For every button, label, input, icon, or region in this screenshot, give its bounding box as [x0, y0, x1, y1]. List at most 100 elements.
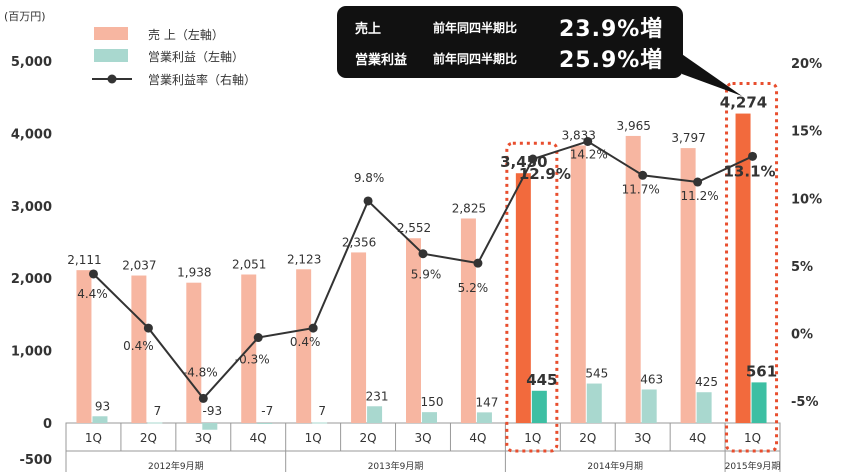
y-left-tick-label: 2,000 — [11, 272, 52, 287]
profit-bar — [147, 422, 163, 424]
callout-profit-label: 営業利益 — [355, 52, 408, 68]
legend-margin-label: 営業利益率（右軸） — [148, 72, 256, 87]
quarter-label: 1Q — [744, 431, 761, 445]
sales-bar — [515, 173, 531, 423]
margin-point — [88, 269, 98, 279]
quarter-label: 4Q — [469, 431, 486, 445]
margin-value-label: 12.9% — [519, 165, 571, 183]
sales-value-label: 3,797 — [671, 131, 705, 145]
profit-bar — [531, 390, 547, 423]
profit-value-label: 445 — [526, 371, 557, 389]
sales-value-label: 3,450 — [500, 153, 547, 171]
quarter-label: 3Q — [634, 431, 651, 445]
margin-value-label: 13.1% — [724, 162, 776, 180]
callout-sales-compare: 前年同四半期比 — [433, 20, 518, 35]
margin-point — [638, 170, 648, 180]
profit-bar — [476, 412, 492, 423]
profit-bar — [696, 392, 712, 423]
margin-point — [583, 136, 593, 146]
sales-bar — [186, 282, 202, 423]
highlight-box — [725, 82, 779, 453]
margin-value-label: 5.9% — [411, 268, 442, 282]
y-right-tick-label: 20% — [791, 57, 822, 72]
y-left-tick-label: 4,000 — [11, 127, 52, 142]
margin-value-label: 0.4% — [290, 335, 321, 349]
margin-value-label: -4.8% — [183, 365, 218, 379]
sales-value-label: 3,833 — [562, 128, 596, 142]
sales-value-label: 2,356 — [342, 235, 376, 249]
margin-point — [418, 249, 428, 259]
quarter-label: 3Q — [195, 431, 212, 445]
y-right-tick-label: 10% — [791, 192, 822, 207]
quarter-label: 4Q — [250, 431, 267, 445]
profit-bar — [422, 412, 437, 423]
y-left-tick-label: -500 — [19, 453, 52, 468]
profit-value-label: 150 — [421, 395, 444, 409]
y-right-tick-label: 15% — [791, 125, 822, 140]
profit-value-label: 7 — [318, 404, 326, 418]
profit-value-label: 231 — [366, 389, 389, 403]
profit-value-label: 463 — [640, 372, 663, 386]
y-left-tick-label: 5,000 — [11, 55, 52, 70]
margin-point — [198, 393, 208, 403]
profit-value-label: -7 — [261, 404, 273, 418]
sales-value-label: 4,274 — [720, 94, 767, 112]
margin-point — [693, 177, 703, 187]
profit-value-label: 425 — [695, 375, 718, 389]
sales-value-label: 1,938 — [177, 266, 211, 280]
margin-point — [143, 323, 153, 333]
profit-bar — [202, 423, 218, 430]
margin-point — [363, 196, 373, 206]
margin-point — [528, 154, 538, 164]
callout-row-sales: 売上 前年同四半期比 23.9%増 — [355, 13, 671, 42]
legend-sales-swatch — [94, 27, 128, 40]
growth-callout: 売上 前年同四半期比 23.9%増 営業利益 前年同四半期比 25.9%増 — [337, 6, 683, 78]
period-label: 2012年9月期 — [148, 460, 204, 472]
margin-value-label: 11.2% — [681, 189, 719, 203]
legend-sales-label: 売 上（左軸） — [148, 27, 224, 42]
margin-point — [473, 258, 483, 268]
margin-value-label: 0.4% — [123, 339, 154, 353]
profit-value-label: -93 — [203, 404, 223, 418]
profit-value-label: 7 — [154, 404, 162, 418]
profit-bar — [312, 422, 328, 424]
sales-value-label: 2,123 — [287, 252, 321, 266]
profit-bar — [586, 383, 602, 423]
margin-point — [253, 333, 263, 343]
sales-bar — [625, 135, 641, 423]
sales-bar — [131, 275, 147, 423]
highlight-box — [505, 141, 559, 453]
callout-pointer — [676, 50, 742, 96]
profit-bar — [367, 406, 383, 423]
quarter-label: 1Q — [85, 431, 102, 445]
quarter-label: 3Q — [414, 431, 431, 445]
period-label: 2015年9月期 — [725, 460, 781, 472]
margin-value-label: 9.8% — [354, 171, 385, 185]
sales-value-label: 3,965 — [617, 119, 651, 133]
sales-bar — [680, 148, 696, 423]
callout-row-profit: 営業利益 前年同四半期比 25.9%増 — [355, 44, 671, 73]
sales-bar — [570, 145, 586, 424]
y-left-tick-label: 1,000 — [11, 345, 52, 360]
profit-bar — [92, 416, 108, 423]
quarter-label: 2Q — [360, 431, 377, 445]
profit-bar — [257, 423, 273, 424]
margin-value-label: 14.2% — [570, 147, 608, 161]
period-label: 2014年9月期 — [587, 460, 643, 472]
unit-label: (百万円) — [4, 10, 46, 23]
margin-value-label: 5.2% — [458, 281, 489, 295]
profit-value-label: 545 — [585, 367, 608, 381]
sales-bar — [351, 252, 367, 423]
sales-bar — [735, 113, 751, 423]
sales-value-label: 2,111 — [67, 253, 101, 267]
legend-profit-label: 営業利益（左軸） — [148, 49, 244, 64]
margin-value-label: 11.7% — [622, 182, 660, 196]
quarter-axis-band — [65, 422, 781, 452]
y-right-tick-label: 0% — [791, 328, 813, 343]
margin-value-label: 4.4% — [77, 287, 108, 301]
profit-bar — [751, 382, 767, 423]
callout-profit-value: 25.9%増 — [559, 48, 664, 73]
profit-value-label: 561 — [746, 362, 777, 380]
sales-bar — [296, 269, 312, 423]
